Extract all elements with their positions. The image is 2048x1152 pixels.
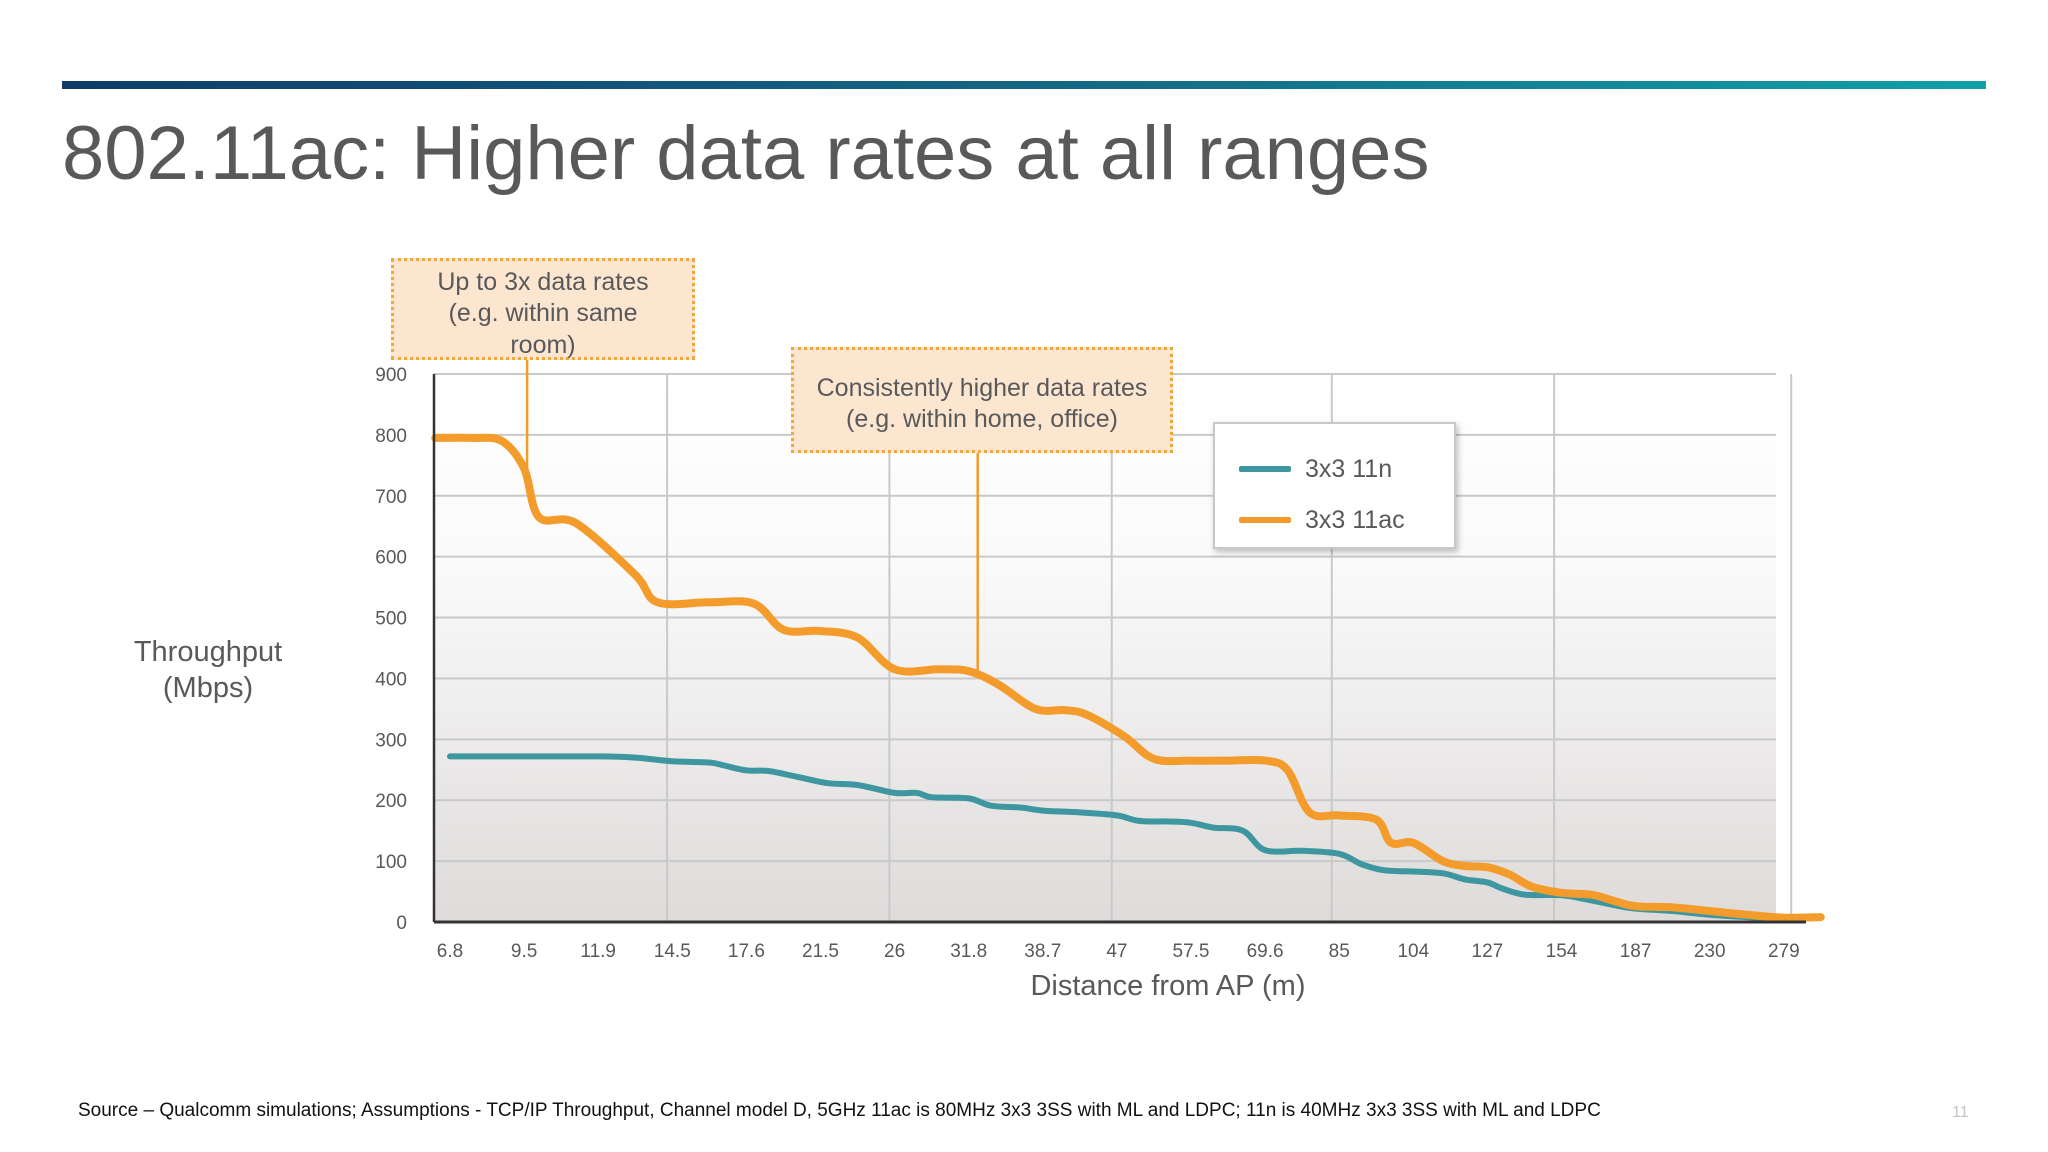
y-tick-label: 600: [375, 548, 407, 569]
x-tick-label: 69.6: [1247, 941, 1284, 962]
callout-same-room: Up to 3x data rates (e.g. within same ro…: [391, 258, 695, 360]
x-tick-label: 154: [1546, 941, 1578, 962]
y-tick-label: 500: [375, 609, 407, 630]
x-tick-label: 85: [1329, 941, 1350, 962]
y-tick-label: 200: [375, 791, 407, 812]
x-tick-label: 11.9: [580, 941, 616, 962]
tick-labels: 0 100 200 300 400 500 600 700 800 900 6.8 9.5 11.9 14…: [375, 365, 1799, 962]
series-lines: [431, 433, 1825, 922]
callout-line: (e.g. within home, office): [846, 405, 1118, 434]
x-axis-title: Distance from AP (m): [1030, 970, 1306, 1002]
chart-legend: 3x3 11n 3x3 11ac: [1213, 422, 1456, 549]
legend-swatch-11n: [1239, 466, 1291, 472]
plot-area: [434, 374, 1776, 922]
title-accent-rule: [62, 81, 1986, 89]
x-tick-label: 17.6: [728, 941, 765, 962]
x-tick-label: 31.8: [950, 941, 987, 962]
y-axis-title: Throughput (Mbps): [108, 634, 308, 707]
y-tick-label: 400: [375, 669, 407, 690]
y-tick-label: 100: [375, 852, 407, 873]
x-tick-label: 57.5: [1173, 941, 1210, 962]
x-tick-label: 104: [1397, 941, 1429, 962]
slide-title: 802.11ac: Higher data rates at all range…: [62, 111, 1430, 196]
x-tick-label: 38.7: [1024, 941, 1061, 962]
y-tick-label: 0: [396, 913, 407, 934]
legend-swatch-11ac: [1239, 517, 1291, 523]
legend-item-11ac: 3x3 11ac: [1239, 505, 1405, 535]
callout-home-office: Consistently higher data rates (e.g. wit…: [791, 347, 1173, 453]
callout-line: room): [510, 330, 576, 359]
callout-line: (e.g. within same: [448, 299, 638, 328]
x-tick-label: 26: [884, 941, 905, 962]
y-tick-label: 900: [375, 365, 407, 386]
x-tick-label: 47: [1106, 941, 1127, 962]
x-tick-label: 21.5: [802, 941, 839, 962]
x-tick-label: 230: [1694, 941, 1726, 962]
x-tick-label: 127: [1472, 941, 1504, 962]
axes: [432, 374, 1806, 924]
callout-line: Up to 3x data rates: [437, 268, 649, 296]
x-tick-label: 6.8: [437, 941, 463, 962]
x-tick-label: 9.5: [511, 941, 537, 962]
x-tick-label: 187: [1620, 941, 1652, 962]
source-footnote: Source – Qualcomm simulations; Assumptio…: [78, 1100, 1601, 1121]
legend-label-11n: 3x3 11n: [1305, 454, 1393, 483]
legend-label-11ac: 3x3 11ac: [1305, 505, 1405, 534]
x-tick-label: 279: [1768, 941, 1800, 962]
legend-item-11n: 3x3 11n: [1239, 454, 1392, 484]
series-line-11ac: [431, 433, 1825, 922]
callout-line: Consistently higher data rates: [816, 374, 1148, 402]
callout-leaders: [525, 358, 979, 672]
y-axis-title-line: (Mbps): [162, 672, 254, 705]
y-tick-label: 700: [375, 487, 407, 508]
page-number: 11: [1952, 1104, 1969, 1121]
y-tick-label: 300: [375, 730, 407, 751]
y-axis-title-line: Throughput: [133, 636, 283, 668]
x-tick-label: 14.5: [654, 941, 691, 962]
y-tick-label: 800: [375, 426, 407, 447]
